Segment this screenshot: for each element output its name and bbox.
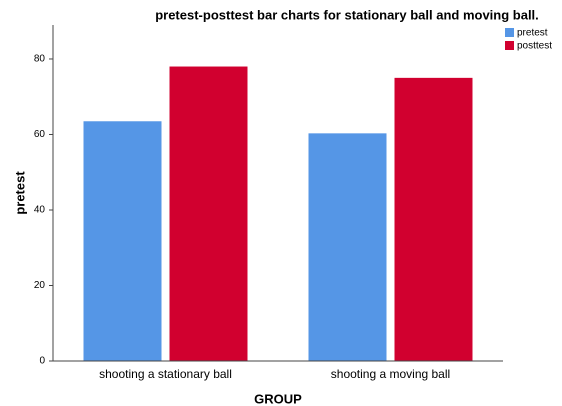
x-axis-label: GROUP bbox=[254, 391, 302, 406]
bar bbox=[308, 133, 387, 361]
legend-label: pretest bbox=[517, 28, 548, 39]
legend-swatch bbox=[505, 28, 514, 37]
y-tick-label: 0 bbox=[39, 356, 45, 367]
chart-title: pretest-posttest bar charts for stationa… bbox=[155, 7, 539, 22]
y-axis-label: pretest bbox=[12, 171, 27, 215]
y-tick-label: 40 bbox=[34, 205, 46, 216]
y-tick-label: 80 bbox=[34, 54, 46, 65]
x-tick-label: shooting a moving ball bbox=[331, 367, 450, 381]
x-tick-label: shooting a stationary ball bbox=[99, 367, 232, 381]
bar bbox=[169, 66, 248, 362]
legend-swatch bbox=[505, 41, 514, 50]
bar bbox=[394, 77, 473, 361]
legend-label: posttest bbox=[517, 41, 552, 52]
y-tick-label: 60 bbox=[34, 129, 46, 140]
bar bbox=[83, 121, 162, 362]
y-tick-label: 20 bbox=[34, 280, 46, 291]
